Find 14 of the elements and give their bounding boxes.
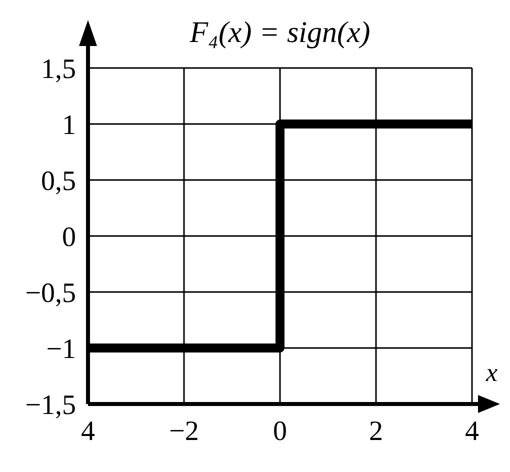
y-tick-label: −1,5	[25, 390, 76, 421]
x-tick-label: 0	[273, 416, 287, 447]
x-tick-label: −2	[169, 416, 199, 447]
x-tick-label: 2	[369, 416, 383, 447]
y-tick-label: 0,5	[41, 166, 76, 197]
y-tick-label: 1,5	[41, 54, 76, 85]
x-axis-title: x	[486, 358, 498, 388]
y-tick-label: 0	[62, 222, 76, 253]
x-tick-label: 4	[81, 416, 95, 447]
chart-title: F₄(x) = sign(x)	[188, 16, 372, 50]
y-tick-label: −0,5	[25, 278, 76, 309]
y-tick-label: −1	[46, 334, 76, 365]
y-tick-label: 1	[62, 110, 76, 141]
x-tick-label: 4	[465, 416, 479, 447]
